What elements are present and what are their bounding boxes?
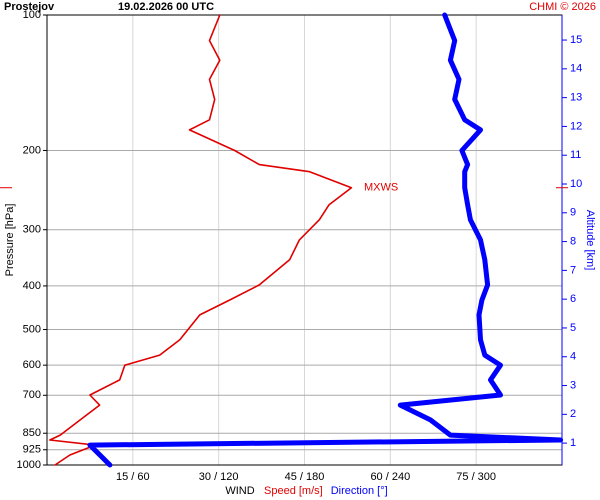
x-tick-label: 45 / 180 xyxy=(285,471,325,483)
y-tick-label: 400 xyxy=(23,280,41,292)
y-tick-label: 100 xyxy=(23,9,41,21)
annotation-label: MXWS xyxy=(364,182,398,194)
y2-tick-label: 9 xyxy=(570,207,576,219)
y2-tick-label: 5 xyxy=(570,322,576,334)
y2-tick-label: 13 xyxy=(570,92,582,104)
chart-subtitle: 19.02.2026 00 UTC xyxy=(118,1,214,13)
profile-line xyxy=(49,14,353,466)
x-tick-label: 75 / 300 xyxy=(456,471,496,483)
y2-tick-label: 14 xyxy=(570,63,582,75)
credit: CHMI © 2026 xyxy=(529,1,596,13)
legend-entry: Speed [m/s] xyxy=(264,485,323,497)
y2-tick-label: 6 xyxy=(570,293,576,305)
y2-axis-label: Altitude [km] xyxy=(584,210,596,271)
x-tick-label: 30 / 120 xyxy=(199,471,239,483)
y2-tick-label: 7 xyxy=(570,264,576,276)
y-tick-label: 600 xyxy=(23,359,41,371)
y-tick-label: 850 xyxy=(23,427,41,439)
y-tick-label: 700 xyxy=(23,389,41,401)
y2-tick-label: 4 xyxy=(570,351,576,363)
y2-tick-label: 12 xyxy=(570,120,582,132)
x-tick-label: 15 / 60 xyxy=(116,471,150,483)
y-tick-label: 1000 xyxy=(17,459,41,471)
y-tick-label: 300 xyxy=(23,224,41,236)
chart-title: Prostejov xyxy=(4,1,55,13)
x-axis-label: WIND xyxy=(225,485,254,497)
x-tick-label: 60 / 240 xyxy=(370,471,410,483)
y-tick-label: 925 xyxy=(23,444,41,456)
y2-tick-label: 3 xyxy=(570,379,576,391)
legend-entry: Direction [°] xyxy=(331,485,388,497)
y2-tick-label: 2 xyxy=(570,408,576,420)
y2-tick-label: 1 xyxy=(570,437,576,449)
y2-tick-label: 10 xyxy=(570,178,582,190)
y-axis-label: Pressure [hPa] xyxy=(4,204,16,277)
y-tick-label: 200 xyxy=(23,144,41,156)
profile-line xyxy=(87,12,564,468)
y2-tick-label: 8 xyxy=(570,235,576,247)
y2-tick-label: 11 xyxy=(570,149,581,161)
y2-tick-label: 15 xyxy=(570,34,582,46)
y-tick-label: 500 xyxy=(23,323,41,335)
